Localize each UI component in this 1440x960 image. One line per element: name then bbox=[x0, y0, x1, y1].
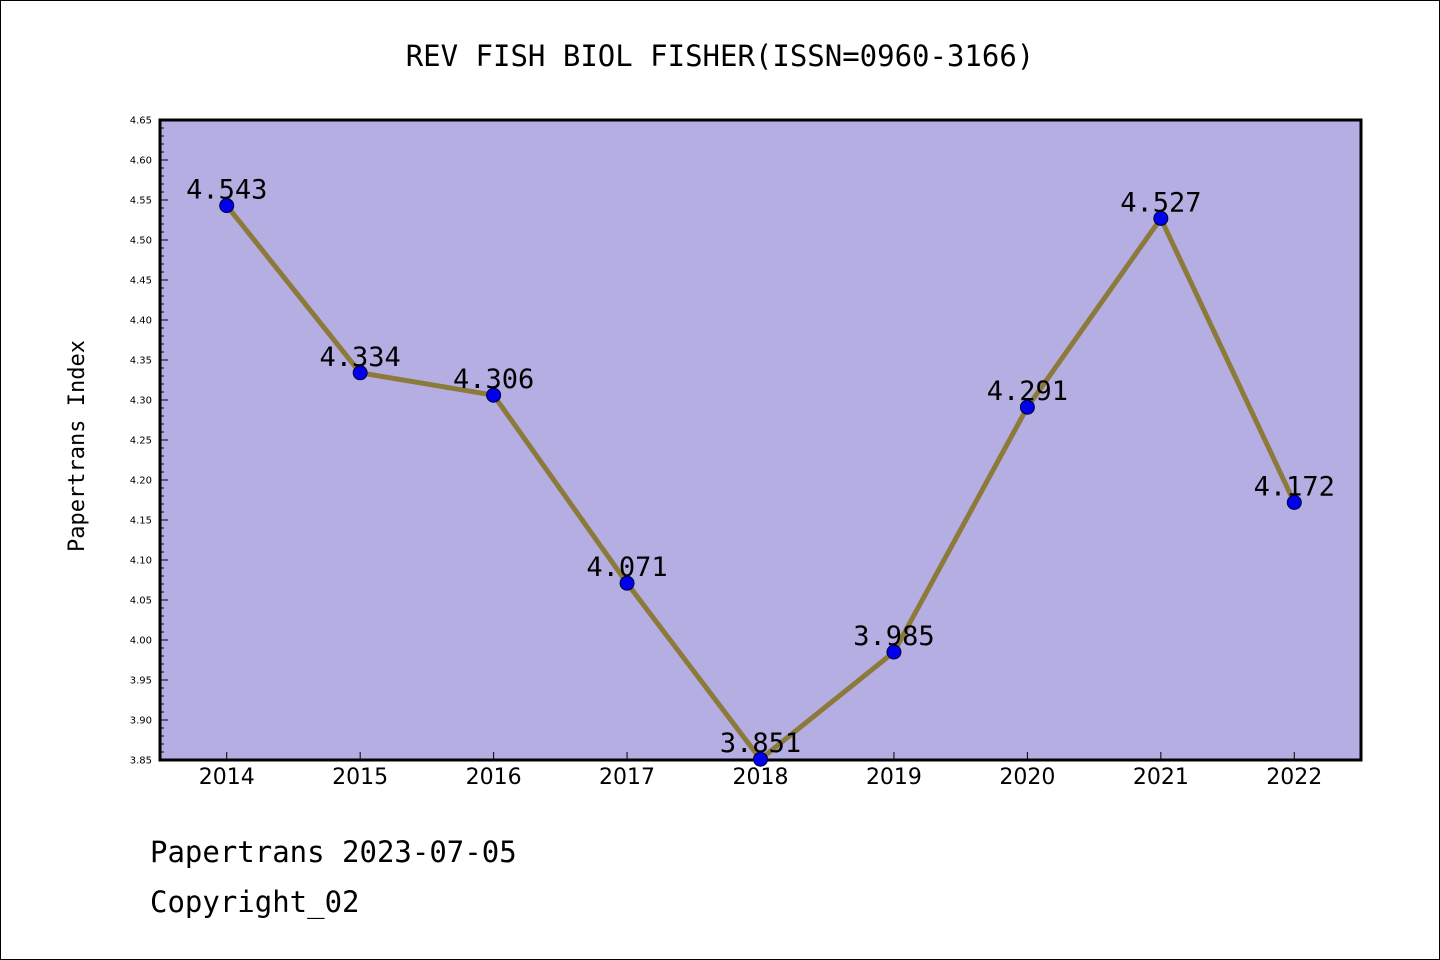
data-point bbox=[886, 644, 902, 660]
footer-date: Papertrans 2023-07-05 bbox=[150, 835, 517, 869]
y-tick-label: 4.60 bbox=[130, 156, 152, 167]
y-tick-label: 4.05 bbox=[130, 596, 152, 607]
x-tick-label: 2022 bbox=[1266, 765, 1322, 790]
y-tick-label: 4.55 bbox=[130, 196, 152, 207]
data-point bbox=[753, 751, 768, 767]
data-labels: 4.543 4.334 4.306 4.071 3.851 3.985 4.291 4.527… bbox=[186, 175, 1335, 760]
data-label: 4.527 bbox=[1120, 187, 1201, 218]
y-tick-label: 4.30 bbox=[130, 396, 152, 407]
y-tick-label: 4.65 bbox=[130, 116, 152, 127]
series-papertrans-index bbox=[219, 198, 1302, 767]
data-point bbox=[1153, 210, 1169, 226]
y-tick-label: 3.95 bbox=[130, 676, 152, 687]
data-label: 3.985 bbox=[853, 621, 934, 652]
data-point bbox=[486, 387, 502, 403]
data-label: 4.291 bbox=[987, 376, 1068, 407]
data-label: 4.334 bbox=[320, 342, 401, 373]
y-tick-label: 4.45 bbox=[130, 276, 152, 287]
data-label: 4.172 bbox=[1254, 471, 1335, 502]
x-axis: 2014 2015 2016 2017 2018 2019 2020 2021 2022 bbox=[199, 752, 1322, 790]
data-label: 4.543 bbox=[186, 175, 267, 206]
y-tick-label: 4.25 bbox=[130, 436, 152, 447]
data-label: 4.071 bbox=[586, 552, 667, 583]
footer-copyright: Copyright_02 bbox=[150, 885, 360, 919]
y-tick-label: 4.20 bbox=[130, 476, 152, 487]
y-tick-label: 3.85 bbox=[130, 756, 152, 767]
x-tick-label: 2021 bbox=[1133, 765, 1189, 790]
x-tick-label: 2014 bbox=[199, 765, 255, 790]
chart-title: REV FISH BIOL FISHER(ISSN=0960-3166) bbox=[406, 39, 1035, 73]
y-tick-label: 4.15 bbox=[130, 516, 152, 527]
x-tick-label: 2020 bbox=[999, 765, 1055, 790]
y-tick-label: 4.00 bbox=[130, 636, 152, 647]
data-point bbox=[219, 198, 235, 214]
y-tick-label: 4.35 bbox=[130, 356, 152, 367]
y-tick-label: 3.90 bbox=[130, 716, 152, 727]
x-tick-label: 2017 bbox=[599, 765, 655, 790]
x-tick-label: 2019 bbox=[866, 765, 922, 790]
data-label: 4.306 bbox=[453, 364, 534, 395]
data-point bbox=[1019, 399, 1035, 415]
y-axis-label: Papertrans Index bbox=[65, 340, 90, 552]
data-label: 3.851 bbox=[720, 728, 801, 759]
x-tick-label: 2016 bbox=[466, 765, 522, 790]
data-point bbox=[352, 365, 368, 381]
x-tick-label: 2015 bbox=[332, 765, 388, 790]
y-tick-label: 4.50 bbox=[130, 236, 152, 247]
x-tick-label: 2018 bbox=[733, 765, 789, 790]
data-point bbox=[1286, 494, 1302, 510]
data-point bbox=[619, 575, 635, 591]
y-tick-label: 4.40 bbox=[130, 316, 152, 327]
y-tick-label: 4.10 bbox=[130, 556, 152, 567]
plot-area bbox=[158, 118, 1363, 762]
y-axis: 3.85 3.90 3.95 4.00 4.05 4.10 4.15 4.20 4.25 4.30… bbox=[130, 116, 168, 767]
